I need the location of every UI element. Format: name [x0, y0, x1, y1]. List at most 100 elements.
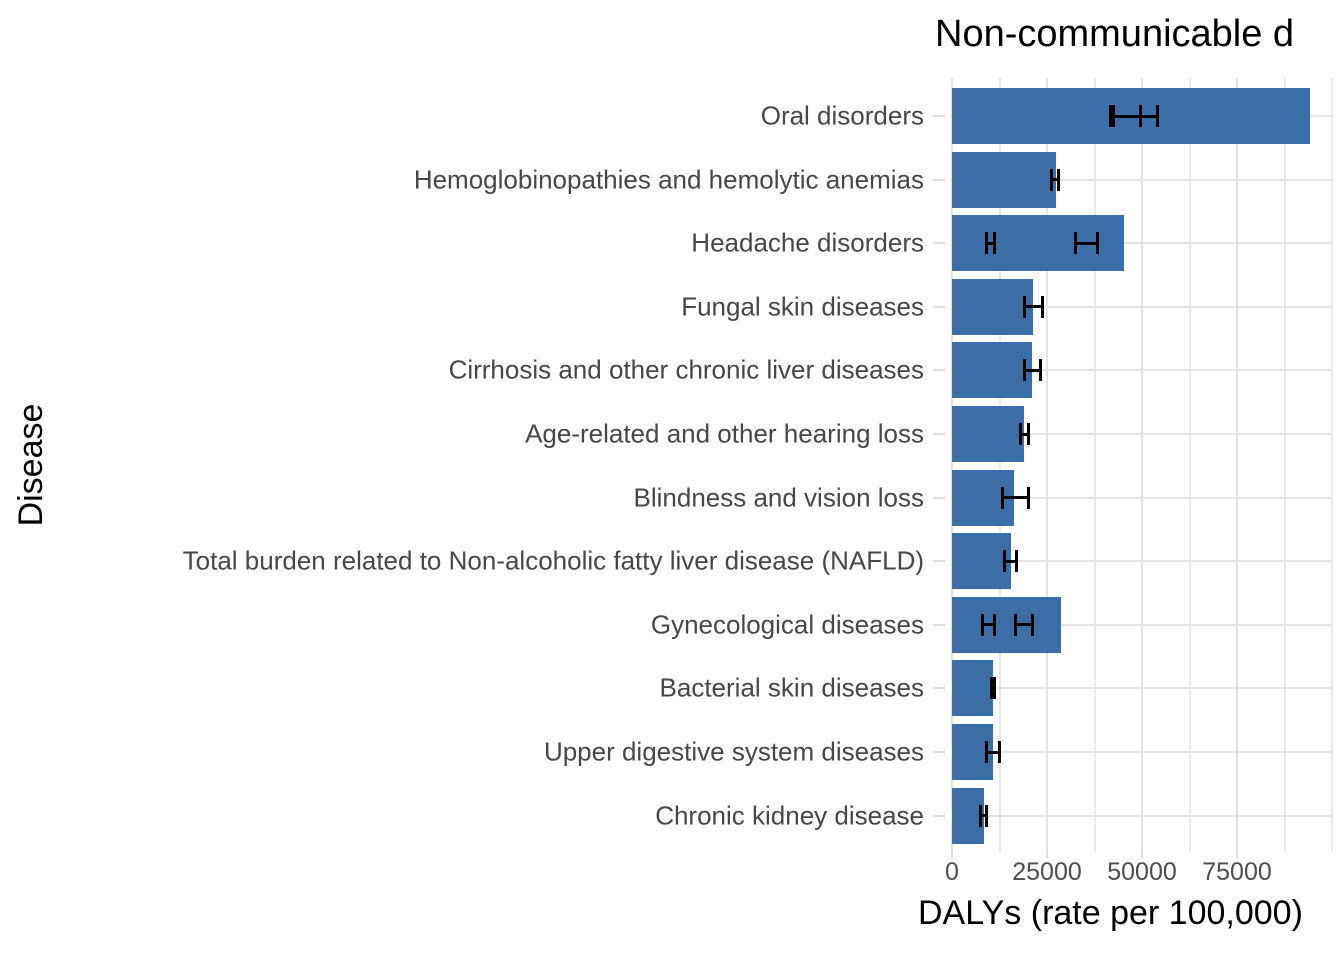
- x-axis-title: DALYs (rate per 100,000): [918, 894, 1303, 932]
- y-axis-tick: [933, 687, 945, 690]
- errorbar-cap: [1108, 105, 1112, 127]
- errorbar-line: [1004, 559, 1017, 563]
- errorbar-line: [986, 241, 995, 245]
- y-gridline: [952, 242, 1332, 245]
- errorbar-cap: [1040, 295, 1044, 318]
- errorbar-cap: [1003, 550, 1007, 573]
- errorbar-line: [986, 750, 1000, 754]
- bar: [952, 278, 1033, 335]
- y-category-label: Gynecological diseases: [650, 609, 924, 640]
- errorbar-cap: [989, 677, 993, 700]
- y-axis-tick: [933, 369, 945, 372]
- y-axis-tick: [933, 242, 945, 245]
- x-major-gridline: [1236, 78, 1238, 852]
- y-axis-tick: [933, 115, 945, 117]
- y-category-label: Bacterial skin diseases: [659, 672, 924, 703]
- errorbar-cap: [985, 232, 989, 255]
- y-category-label: Chronic kidney disease: [655, 800, 924, 831]
- x-major-gridline: [951, 78, 953, 852]
- errorbar-line: [1075, 241, 1098, 245]
- errorbar-cap: [1112, 105, 1116, 127]
- x-minor-gridline: [1331, 78, 1333, 852]
- errorbar-cap: [1022, 295, 1026, 318]
- x-axis-tick: [1141, 852, 1143, 858]
- errorbar-cap: [980, 613, 984, 636]
- y-category-label: Upper digestive system diseases: [543, 736, 924, 767]
- y-gridline: [952, 178, 1332, 181]
- errorbar-line: [1002, 496, 1028, 500]
- x-axis-tick: [1046, 852, 1048, 858]
- y-axis-tick: [933, 560, 945, 563]
- y-axis-tick: [933, 433, 945, 435]
- bar: [952, 533, 1011, 590]
- errorbar-line: [991, 686, 995, 690]
- errorbar-line: [980, 814, 987, 818]
- chart-title: Non-communicable d: [935, 13, 1295, 55]
- x-tick-label: 0: [945, 858, 959, 886]
- y-gridline: [952, 433, 1332, 435]
- errorbar-cap: [1074, 232, 1078, 255]
- x-axis-tick: [951, 852, 953, 858]
- errorbar-cap: [993, 613, 997, 636]
- y-category-label: Age-related and other hearing loss: [525, 418, 924, 449]
- errorbar-cap: [1038, 359, 1042, 382]
- y-gridline: [952, 305, 1332, 308]
- errorbar-cap: [1015, 550, 1019, 573]
- y-axis-tick: [933, 623, 945, 626]
- bar: [952, 406, 1024, 462]
- y-category-label: Headache disorders: [691, 227, 924, 258]
- errorbar-cap: [993, 232, 997, 255]
- y-category-label: Hemoglobinopathies and hemolytic anemias: [413, 164, 924, 195]
- x-axis-tick: [1236, 852, 1238, 858]
- y-category-label: Total burden related to Non-alcoholic fa…: [182, 545, 924, 576]
- x-minor-gridline: [998, 78, 1001, 852]
- x-tick-label: 75000: [1202, 858, 1272, 886]
- x-minor-gridline: [1188, 78, 1191, 852]
- errorbar-cap: [1056, 168, 1060, 191]
- y-gridline: [952, 623, 1332, 626]
- errorbar-cap: [997, 741, 1001, 763]
- y-category-label: Fungal skin diseases: [681, 291, 924, 322]
- bar: [952, 151, 1057, 208]
- errorbar-cap: [1156, 105, 1160, 127]
- bar: [952, 787, 984, 844]
- errorbar-line: [1113, 114, 1158, 118]
- errorbar-cap: [992, 677, 996, 700]
- errorbar-cap: [1023, 359, 1027, 382]
- errorbar-cap: [1095, 232, 1099, 255]
- errorbar-cap: [1018, 423, 1022, 445]
- y-gridline: [952, 560, 1332, 563]
- y-gridline: [952, 496, 1332, 499]
- errorbar-line: [1024, 305, 1043, 309]
- y-gridline: [952, 369, 1332, 372]
- y-category-label: Cirrhosis and other chronic liver diseas…: [448, 354, 924, 385]
- errorbar-line: [1051, 178, 1059, 182]
- y-gridline: [952, 751, 1332, 753]
- errorbar-cap: [1026, 486, 1030, 509]
- y-axis-tick: [933, 178, 945, 181]
- y-category-label: Oral disorders: [760, 100, 924, 131]
- x-minor-gridline: [1283, 78, 1286, 852]
- errorbar-cap: [1030, 613, 1034, 636]
- y-category-label: Blindness and vision loss: [633, 482, 925, 513]
- y-axis-tick: [933, 305, 945, 308]
- x-minor-gridline: [1093, 78, 1096, 852]
- errorbar-cap: [1026, 423, 1030, 445]
- errorbar-line: [1015, 623, 1033, 627]
- errorbar-cap: [1050, 168, 1054, 191]
- y-axis-tick: [933, 751, 945, 753]
- errorbar-line: [982, 623, 995, 627]
- errorbar-cap: [1014, 613, 1018, 636]
- x-major-gridline: [1141, 78, 1143, 852]
- errorbar-line: [1024, 368, 1041, 372]
- y-axis-tick: [933, 814, 945, 817]
- y-gridline: [952, 687, 1332, 690]
- x-tick-label: 25000: [1012, 858, 1082, 886]
- errorbar-cap: [985, 804, 989, 827]
- bar: [952, 342, 1033, 399]
- y-axis-tick: [933, 496, 945, 499]
- y-gridline: [952, 814, 1332, 817]
- bar: [952, 660, 994, 717]
